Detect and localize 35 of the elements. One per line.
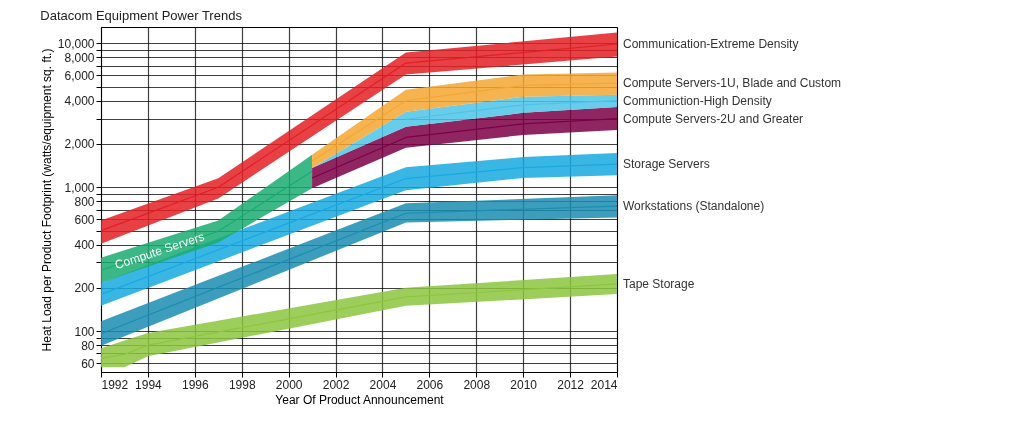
y-tick-label: 10,000 bbox=[57, 36, 95, 51]
x-tick-label: 2006 bbox=[416, 377, 444, 392]
series-label: Communiction-High Density bbox=[623, 93, 772, 108]
x-tick-label: 2010 bbox=[510, 377, 538, 392]
x-tick-label: 2002 bbox=[322, 377, 350, 392]
y-tick-label: 200 bbox=[74, 281, 95, 296]
y-tick-label: 2,000 bbox=[64, 137, 95, 152]
x-tick-label: 2008 bbox=[463, 377, 491, 392]
y-tick-label: 1,000 bbox=[64, 180, 95, 195]
x-tick-label: 1992 bbox=[101, 377, 129, 392]
y-axis-title: Heat Load per Product Footprint (watts/equipment sq. ft.) bbox=[39, 48, 54, 352]
y-tick-label: 400 bbox=[74, 238, 95, 253]
x-tick-label: 2004 bbox=[369, 377, 397, 392]
y-tick-label: 100 bbox=[74, 324, 95, 339]
x-axis-title: Year Of Product Announcement bbox=[275, 392, 445, 407]
x-tick-label: 1994 bbox=[135, 377, 163, 392]
series-label: Tape Storage bbox=[623, 276, 695, 291]
series-label: Compute Servers-2U and Greater bbox=[623, 111, 804, 126]
y-tick-label: 600 bbox=[74, 212, 95, 227]
y-tick-label: 8,000 bbox=[64, 50, 95, 65]
y-tick-label: 800 bbox=[74, 194, 95, 209]
x-tick-label: 1996 bbox=[181, 377, 209, 392]
series-label: Communication-Extreme Density bbox=[623, 37, 799, 52]
chart-title: Datacom Equipment Power Trends bbox=[40, 8, 243, 23]
x-tick-label: 2000 bbox=[275, 377, 303, 392]
series-label: Workstations (Standalone) bbox=[623, 199, 765, 214]
y-tick-label: 80 bbox=[81, 338, 95, 353]
y-tick-label: 6,000 bbox=[64, 68, 95, 83]
x-tick-label: 2014 bbox=[590, 377, 618, 392]
y-tick-label: 60 bbox=[81, 356, 95, 371]
series-label: Storage Servers bbox=[623, 157, 710, 172]
y-tick-label: 4,000 bbox=[64, 94, 95, 109]
series-label: Compute Servers-1U, Blade and Custom bbox=[623, 76, 842, 91]
x-tick-label: 2012 bbox=[557, 377, 585, 392]
x-tick-label: 1998 bbox=[228, 377, 256, 392]
